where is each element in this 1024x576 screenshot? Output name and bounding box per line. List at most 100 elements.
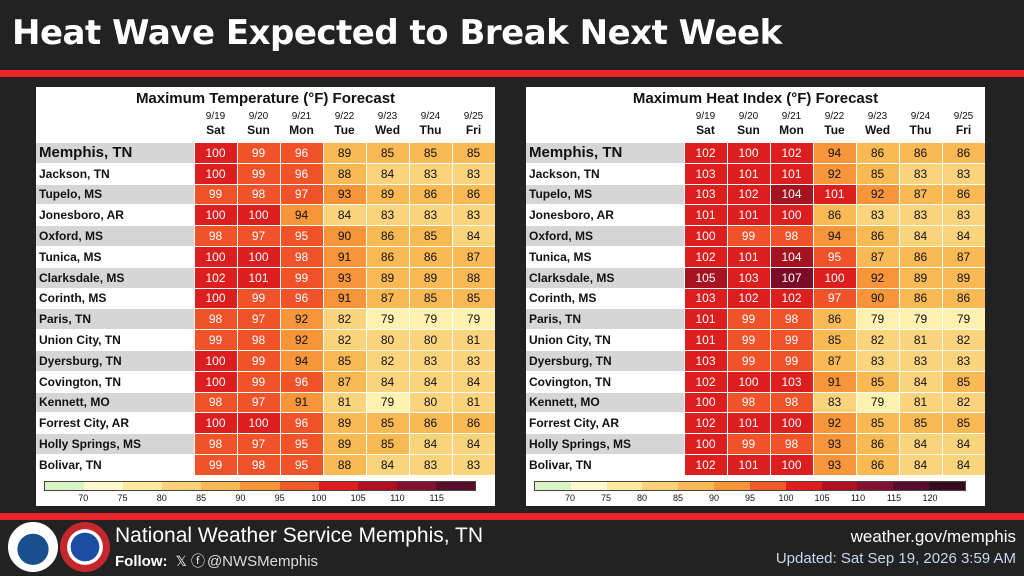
forecast-cell: 98 [770, 434, 813, 454]
forecast-cell: 84 [452, 371, 495, 392]
forecast-cell: 83 [942, 163, 985, 184]
legend-tick-label: 120 [922, 493, 938, 503]
day-date: 9/23 [377, 111, 398, 122]
forecast-cell: 100 [237, 413, 280, 434]
forecast-cell: 79 [366, 309, 409, 330]
forecast-cell: 84 [366, 455, 409, 475]
forecast-cell: 79 [942, 309, 985, 330]
color-legend [534, 481, 966, 491]
forecast-cell: 83 [899, 205, 942, 226]
legend-swatch [162, 482, 202, 490]
facebook-icon[interactable]: ⓕ [190, 553, 205, 569]
city-name: Forrest City, AR [39, 416, 130, 431]
x-icon[interactable]: 𝕏 [175, 553, 187, 569]
forecast-cell: 86 [452, 184, 495, 205]
legend-swatch [318, 482, 358, 490]
website-link[interactable]: weather.gov/memphis [850, 527, 1016, 546]
forecast-cell: 87 [856, 247, 899, 267]
city-name: Memphis, TN [39, 144, 133, 162]
forecast-cell: 84 [899, 371, 942, 392]
forecast-cell: 99 [194, 330, 237, 350]
forecast-cell: 101 [813, 184, 856, 205]
forecast-cell: 86 [409, 184, 452, 205]
forecast-cell: 101 [727, 413, 770, 434]
forecast-cell: 83 [856, 351, 899, 371]
social-handle-link[interactable]: @NWSMemphis [206, 553, 319, 570]
forecast-cell: 96 [280, 371, 323, 392]
forecast-cell: 83 [942, 351, 985, 371]
forecast-cell: 94 [280, 351, 323, 371]
legend-swatch [714, 482, 750, 490]
forecast-cell: 84 [942, 455, 985, 475]
forecast-cell: 81 [899, 330, 942, 350]
legend-tick-label: 105 [814, 493, 830, 503]
forecast-cell: 98 [237, 184, 280, 205]
forecast-cell: 93 [813, 455, 856, 475]
forecast-cell: 84 [409, 434, 452, 454]
day-name: Thu [909, 123, 932, 137]
day-header: 9/23 Wed [856, 111, 899, 137]
forecast-cell: 79 [856, 392, 899, 413]
forecast-cell: 82 [856, 330, 899, 350]
forecast-cell: 85 [366, 143, 409, 163]
row-background [526, 455, 684, 475]
forecast-cell: 99 [194, 455, 237, 475]
forecast-cell: 86 [856, 455, 899, 475]
forecast-cell: 89 [366, 267, 409, 288]
row-background [36, 434, 194, 454]
table-title: Maximum Heat Index (°F) Forecast [632, 90, 879, 107]
row-background [526, 205, 684, 226]
city-name: Tupelo, MS [529, 187, 593, 202]
forecast-cell: 95 [280, 226, 323, 246]
forecast-cell: 91 [280, 392, 323, 413]
legend-swatch [396, 482, 436, 490]
day-header: 9/19 Sat [194, 111, 237, 137]
forecast-cell: 89 [323, 434, 366, 454]
forecast-cell: 86 [409, 413, 452, 434]
forecast-cell: 93 [323, 267, 366, 288]
row-background [36, 309, 194, 330]
row-background [36, 351, 194, 371]
forecast-cell: 101 [727, 247, 770, 267]
forecast-cell: 98 [194, 392, 237, 413]
footer [0, 520, 1024, 576]
forecast-cell: 99 [237, 351, 280, 371]
forecast-cell: 85 [856, 371, 899, 392]
row-background [526, 184, 684, 205]
forecast-cell: 85 [452, 143, 495, 163]
city-name: Tupelo, MS [39, 187, 103, 202]
city-name: Tunica, MS [39, 249, 102, 264]
legend-swatch [45, 482, 85, 490]
city-name: Paris, TN [529, 312, 582, 327]
forecast-cell: 98 [194, 309, 237, 330]
city-name: Dyersburg, TN [39, 353, 122, 368]
city-name: Oxford, MS [39, 229, 104, 244]
forecast-cell: 79 [452, 309, 495, 330]
forecast-cell: 85 [323, 351, 366, 371]
forecast-cell: 99 [237, 143, 280, 163]
forecast-cell: 89 [323, 143, 366, 163]
legend-tick-label: 90 [708, 493, 720, 503]
forecast-cell: 99 [727, 330, 770, 350]
forecast-cell: 82 [323, 330, 366, 350]
red-divider-bottom [0, 513, 1024, 520]
legend-swatch [929, 482, 965, 490]
forecast-cell: 86 [452, 413, 495, 434]
forecast-cell: 103 [684, 163, 727, 184]
legend-tick-label: 70 [564, 493, 576, 503]
forecast-cell: 100 [194, 413, 237, 434]
day-name: Wed [374, 123, 401, 137]
forecast-cell: 100 [194, 247, 237, 267]
forecast-cell: 101 [237, 267, 280, 288]
forecast-cell: 83 [409, 205, 452, 226]
forecast-cell: 102 [684, 455, 727, 475]
forecast-cell: 101 [727, 163, 770, 184]
forecast-cell: 97 [237, 309, 280, 330]
forecast-cell: 84 [409, 371, 452, 392]
forecast-cell: 85 [942, 371, 985, 392]
row-background [36, 184, 194, 205]
forecast-cell: 87 [899, 184, 942, 205]
forecast-cell: 99 [770, 351, 813, 371]
row-background [36, 413, 194, 434]
row-background [526, 434, 684, 454]
